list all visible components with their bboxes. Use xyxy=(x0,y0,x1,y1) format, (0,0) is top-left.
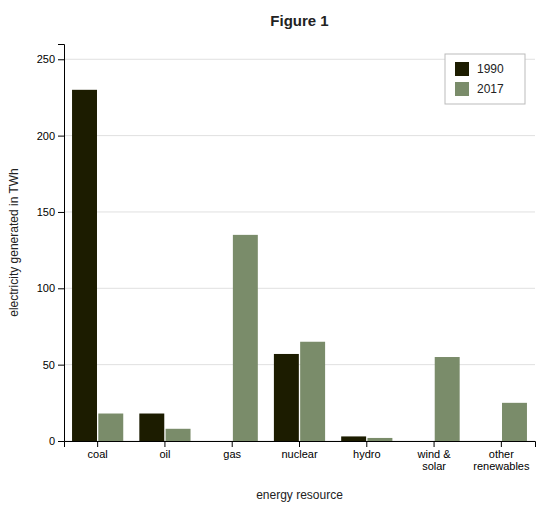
legend-frame xyxy=(445,54,525,104)
tick: 50 xyxy=(43,359,64,371)
tick-mark xyxy=(97,441,98,447)
y-axis-title: electricity generated in TWh xyxy=(7,168,21,317)
tick: 0 xyxy=(49,435,64,447)
bar xyxy=(300,342,325,441)
tick-mark xyxy=(58,59,64,60)
bar xyxy=(274,354,299,441)
tick-mark xyxy=(299,441,300,447)
legend-label: 1990 xyxy=(477,62,504,76)
tick-label: 100 xyxy=(37,282,55,294)
tick-label: otherrenewables xyxy=(473,448,530,472)
tick: 250 xyxy=(37,53,64,65)
y-axis: 0 50 100 150 200 250 xyxy=(37,45,65,448)
tick-label: 250 xyxy=(37,53,55,65)
tick-label-line: solar xyxy=(422,460,446,472)
legend: 1990 2017 xyxy=(445,54,525,104)
tick-label-line: other xyxy=(489,448,514,460)
chart: 0 50 100 150 200 250 coal oil gas nuclear hydro win… xyxy=(0,0,559,513)
tick: 100 xyxy=(37,282,64,294)
tick-label-line: coal xyxy=(88,448,108,460)
tick-label: wind &solar xyxy=(417,448,452,472)
tick: 200 xyxy=(37,130,64,142)
tick-label: 50 xyxy=(43,359,55,371)
tick-label-line: hydro xyxy=(353,448,381,460)
grid-line xyxy=(64,288,535,289)
bar xyxy=(166,429,191,441)
legend-swatch xyxy=(455,82,469,96)
tick-label: gas xyxy=(223,448,241,460)
bar xyxy=(476,441,501,442)
bar xyxy=(72,90,97,441)
tick-label: hydro xyxy=(353,448,381,460)
axis-line xyxy=(58,45,65,442)
tick-label: 0 xyxy=(49,435,55,447)
title: Figure 1 xyxy=(270,12,328,29)
bar xyxy=(502,403,527,441)
tick-label-line: wind & xyxy=(417,448,452,460)
tick-mark xyxy=(58,288,64,289)
tick-mark xyxy=(58,365,64,366)
tick-label: nuclear xyxy=(281,448,317,460)
tick: 150 xyxy=(37,206,64,218)
bar xyxy=(233,235,258,441)
series xyxy=(98,235,527,441)
plot-area: 0 50 100 150 200 250 coal oil gas nuclear hydro win… xyxy=(37,45,536,472)
tick: gas xyxy=(223,441,241,460)
bar xyxy=(341,436,366,441)
tick-label-line: gas xyxy=(223,448,241,460)
bar xyxy=(98,414,123,441)
tick-mark xyxy=(232,441,233,447)
x-axis: coal oil gas nuclear hydro wind &solar otherre… xyxy=(65,441,536,472)
tick-label-line: renewables xyxy=(473,460,530,472)
tick: coal xyxy=(88,441,108,460)
series xyxy=(72,90,366,441)
tick-mark xyxy=(58,441,64,442)
bar xyxy=(408,441,433,442)
tick-mark xyxy=(366,441,367,447)
tick-mark xyxy=(434,441,435,447)
tick-label: coal xyxy=(88,448,108,460)
tick-label-line: oil xyxy=(159,448,170,460)
bar xyxy=(435,357,460,441)
tick: otherrenewables xyxy=(473,441,530,472)
grid-line xyxy=(64,364,535,365)
bar xyxy=(367,438,392,441)
tick: oil xyxy=(159,441,170,460)
grid-line xyxy=(64,211,535,212)
tick-mark xyxy=(164,441,165,447)
bar xyxy=(207,441,232,442)
tick-mark xyxy=(58,212,64,213)
grid-line xyxy=(64,135,535,136)
tick: wind &solar xyxy=(417,441,452,472)
bar xyxy=(139,414,164,441)
tick: hydro xyxy=(353,441,381,460)
legend-label: 2017 xyxy=(477,82,504,96)
axis-line xyxy=(65,442,536,448)
legend-swatch xyxy=(455,62,469,76)
legend-item: 1990 xyxy=(455,62,504,76)
tick: nuclear xyxy=(281,441,317,460)
tick-mark xyxy=(58,136,64,137)
tick-label: oil xyxy=(159,448,170,460)
x-axis-title: energy resource xyxy=(256,488,343,502)
tick-label: 200 xyxy=(37,130,55,142)
tick-label-line: nuclear xyxy=(281,448,317,460)
grid xyxy=(64,59,535,441)
legend-item: 2017 xyxy=(455,82,504,96)
tick-label: 150 xyxy=(37,206,55,218)
tick-mark xyxy=(501,441,502,447)
bars xyxy=(72,90,527,441)
